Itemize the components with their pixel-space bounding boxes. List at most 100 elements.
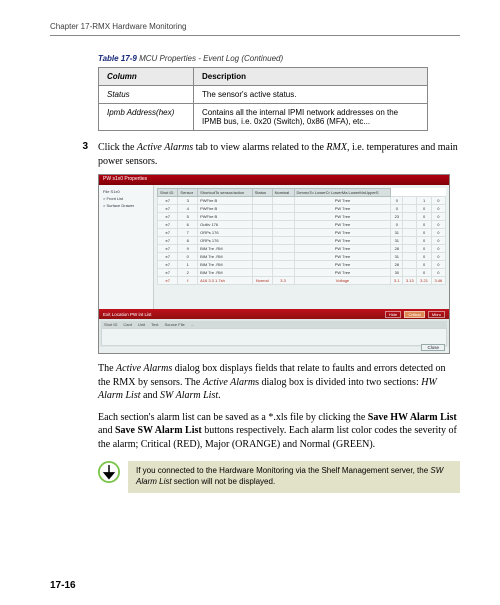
ss-cell: PW Tree — [294, 237, 391, 245]
ss-cell — [403, 269, 417, 277]
ss-cell: e7 — [158, 237, 178, 245]
ss-row: e73PWFire BPW Tree010 — [158, 197, 446, 205]
ss-cell: e7 — [158, 205, 178, 213]
ss-cell — [272, 269, 294, 277]
ss-cell: 3.3 — [272, 277, 294, 285]
t: Active Alarms — [137, 142, 193, 153]
ss-col: Nominal — [272, 189, 294, 197]
ss-cell: 0 — [417, 261, 431, 269]
ss-cell: 0 — [431, 237, 445, 245]
ss-cell: 0 — [431, 269, 445, 277]
ss-cell — [252, 229, 272, 237]
lh-col: Shot ID — [104, 322, 117, 327]
para-2: Each section's alarm list can be saved a… — [98, 411, 460, 452]
ss-cell — [272, 237, 294, 245]
ss-cell — [272, 197, 294, 205]
ss-cell — [252, 197, 272, 205]
table-title-text: MCU Properties - Event Log (Continued) — [139, 54, 283, 63]
ss-cell: 0 — [417, 253, 431, 261]
page-number: 17-16 — [50, 580, 76, 591]
t: RMX — [326, 142, 347, 153]
ss-cell — [272, 205, 294, 213]
ss-cell: BIM Tre .RM — [198, 261, 253, 269]
t: s dialog box is divided into two section… — [255, 377, 421, 388]
ss-cell: 0 — [431, 213, 445, 221]
chip: Hide — [385, 311, 401, 318]
ss-row: e77ORPs 176PW Tree3100 — [158, 229, 446, 237]
ss-cell: 0 — [391, 221, 403, 229]
chapter-header: Chapter 17-RMX Hardware Monitoring — [50, 22, 460, 31]
ss-cell: 28 — [391, 261, 403, 269]
chip: Critical — [404, 311, 424, 318]
ss-cell: 0 — [391, 197, 403, 205]
ss-cell: BIM Tre .RM — [198, 245, 253, 253]
ss-cell: PW Tree — [294, 213, 391, 221]
ss-cell: 2 — [178, 269, 198, 277]
ss-cell: PW Tree — [294, 205, 391, 213]
lh-col: ... — [191, 322, 194, 327]
ss-row: e78ORPs 176PW Tree3100 — [158, 237, 446, 245]
ss-cell: Normal — [252, 277, 272, 285]
ss-grid: Shot IDSensorShortcutTo sensor/actionSta… — [157, 188, 446, 285]
ss-cell — [403, 253, 417, 261]
ss-cell: e7 — [158, 245, 178, 253]
ss-cell: PWFire B — [198, 205, 253, 213]
ss-cell: PW Tree — [294, 253, 391, 261]
ss-cell: 0 — [431, 205, 445, 213]
cell-col: Status — [99, 86, 194, 104]
chip: Mbro — [428, 311, 445, 318]
ss-cell — [403, 221, 417, 229]
sb-item: File S1x0 — [101, 188, 151, 195]
cell-col: Ipmb Address(hex) — [99, 104, 194, 131]
ss-cell: 8 — [178, 237, 198, 245]
t: section will not be displayed. — [172, 477, 276, 486]
ss-cell — [272, 221, 294, 229]
ss-cell — [272, 261, 294, 269]
ss-cell: 31 — [391, 237, 403, 245]
note-box: If you connected to the Hardware Monitor… — [128, 461, 460, 493]
table-caption: Table 17-9 MCU Properties - Event Log (C… — [98, 54, 460, 63]
ss-cell — [403, 237, 417, 245]
step-number: 3 — [50, 141, 98, 168]
note-arrow-icon — [98, 461, 120, 483]
ss-cell — [252, 261, 272, 269]
ss-cell: f — [178, 277, 198, 285]
ss-cell: e7 — [158, 277, 178, 285]
ss-cell: Voltage — [294, 277, 391, 285]
ss-cell: 30 — [391, 269, 403, 277]
midbar-label: Exit Location PW int List — [103, 312, 152, 317]
ss-cell: e7 — [158, 229, 178, 237]
ss-cell: 3.1 — [391, 277, 403, 285]
ss-cell: PW Tree — [294, 261, 391, 269]
ss-cell — [252, 245, 272, 253]
ss-cell: 4 — [178, 205, 198, 213]
ss-col: ShortcutTo sensor/action — [198, 189, 253, 197]
ss-cell: 0 — [417, 213, 431, 221]
ss-cell: e7 — [158, 221, 178, 229]
ss-cell — [403, 261, 417, 269]
ss-titlebar: PW s1x0 Properties — [99, 175, 449, 185]
ss-cell: BIM Tre .RM — [198, 253, 253, 261]
ss-cell — [403, 205, 417, 213]
ss-cell: e7 — [158, 261, 178, 269]
ss-cell: e7 — [158, 213, 178, 221]
ss-midbar: Exit Location PW int List Hide Critical … — [99, 309, 449, 319]
ss-lower: Shot IDCardUnitTextSource File... — [99, 319, 449, 347]
table-header-row: Column Description — [99, 68, 428, 86]
ss-cell: ORPs 176 — [198, 229, 253, 237]
th-column: Column — [99, 68, 194, 86]
ss-grid-head: Shot IDSensorShortcutTo sensor/actionSta… — [158, 189, 446, 197]
ss-row: e71BIM Tre .RMPW Tree2800 — [158, 261, 446, 269]
lh-col: Unit — [138, 322, 145, 327]
close-button[interactable]: Close — [421, 344, 445, 351]
ss-cell: e7 — [158, 269, 178, 277]
ss-sidebar: File S1x0 > Front List > Surface Drawer — [99, 185, 154, 309]
ss-cell — [252, 253, 272, 261]
ss-cell — [272, 229, 294, 237]
t: The — [98, 363, 116, 374]
ss-row: e7fA16 3.3 1.7shNormal3.3Voltage3.13.133… — [158, 277, 446, 285]
ss-cell: PW Tree — [294, 229, 391, 237]
ss-cell: 31 — [391, 253, 403, 261]
ss-cell: PWFire B — [198, 197, 253, 205]
ss-cell: 3 — [178, 197, 198, 205]
